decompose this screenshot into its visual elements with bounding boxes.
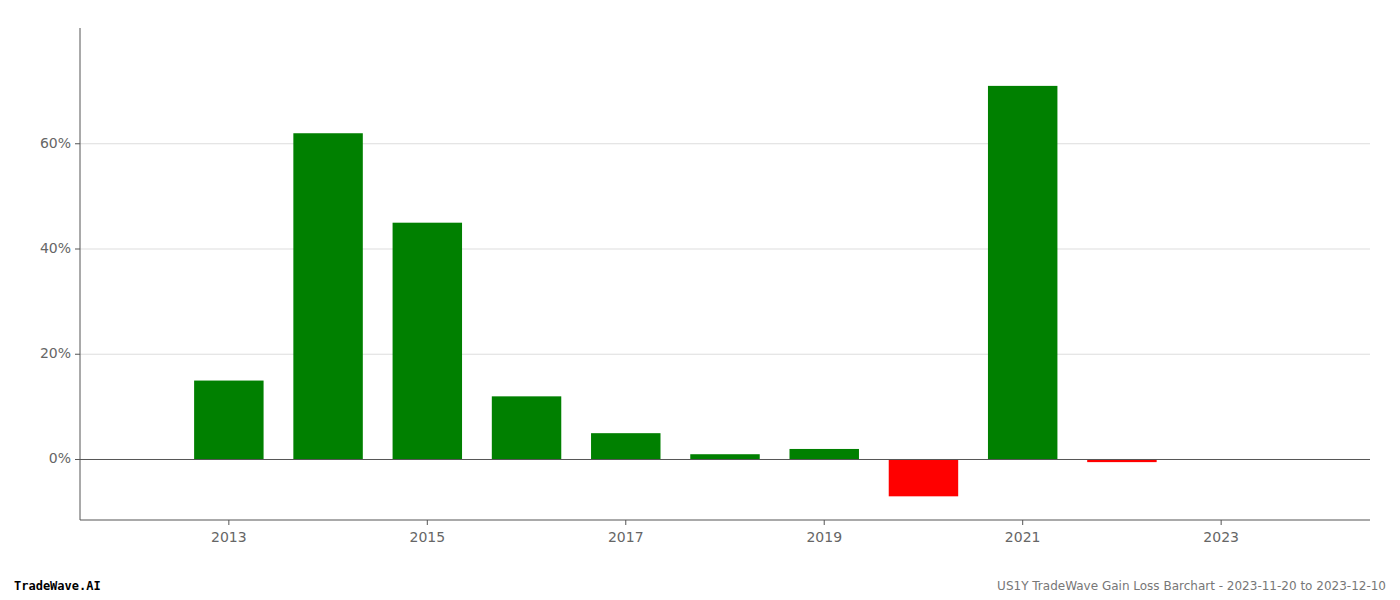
chart: 0% 20% 40% 60% 2013 2015 2017 2019 2021 2023 Trade…: [0, 0, 1400, 600]
y-tick: [75, 354, 80, 355]
x-tick: [1022, 520, 1023, 525]
x-tick-label: 2019: [806, 529, 842, 545]
x-tick-label: 2015: [409, 529, 445, 545]
bars: [194, 86, 1157, 496]
y-tick: [75, 249, 80, 250]
y-tick-label: 0%: [49, 450, 71, 466]
x-tick: [625, 520, 626, 525]
y-tick: [75, 143, 80, 144]
x-tick-label: 2017: [608, 529, 644, 545]
grid-line: [80, 459, 1370, 460]
footer-left: TradeWave.AI: [14, 579, 101, 593]
y-tick-label: 60%: [40, 135, 71, 151]
y-tick-label: 40%: [40, 240, 71, 256]
y-tick-label: 20%: [40, 345, 71, 361]
x-tick: [1221, 520, 1222, 525]
bar: [194, 381, 263, 460]
grid-line: [80, 143, 1370, 144]
x-tick-label: 2013: [211, 529, 247, 545]
bar: [591, 433, 660, 459]
x-tick-label: 2021: [1005, 529, 1041, 545]
x-tick: [824, 520, 825, 525]
x-tick: [427, 520, 428, 525]
x-tick-label: 2023: [1203, 529, 1239, 545]
bar: [988, 86, 1057, 460]
zero-line: [80, 459, 1370, 460]
bar: [690, 454, 759, 459]
y-tick: [75, 459, 80, 460]
bar: [889, 459, 958, 496]
bar: [492, 396, 561, 459]
y-grid: [80, 144, 1370, 460]
footer-right: US1Y TradeWave Gain Loss Barchart - 2023…: [997, 579, 1386, 593]
bar: [293, 133, 362, 459]
bar: [393, 223, 462, 460]
y-axis-line: [80, 28, 81, 520]
bar: [790, 449, 859, 460]
x-tick: [228, 520, 229, 525]
grid-line: [80, 249, 1370, 250]
grid-line: [80, 354, 1370, 355]
x-axis-line: [80, 520, 1370, 521]
